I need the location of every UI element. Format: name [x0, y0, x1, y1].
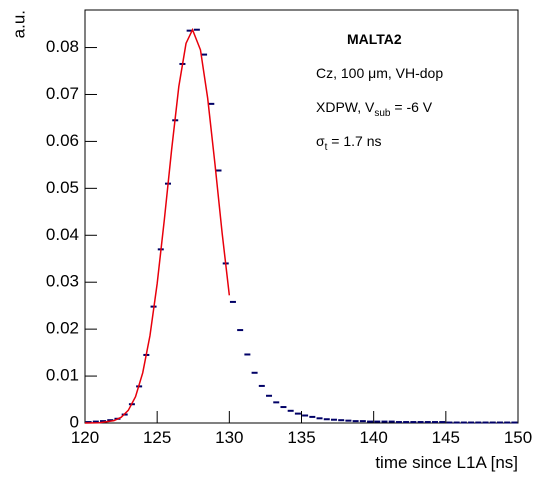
annotation: XDPW, Vsub = -6 V — [316, 99, 433, 119]
x-tick-label: 145 — [432, 428, 460, 447]
annotation: Cz, 100 μm, VH-dop — [316, 65, 443, 81]
annotation: MALTA2 — [347, 31, 402, 47]
x-tick-label: 135 — [287, 428, 315, 447]
x-tick-label: 150 — [504, 428, 532, 447]
annotation-part: MALTA2 — [347, 31, 402, 47]
x-tick-label: 130 — [215, 428, 243, 447]
y-tick-label: 0.05 — [46, 178, 79, 197]
annotation-part: XDPW, V — [316, 99, 375, 115]
annotation-part: = 1.7 ns — [327, 133, 381, 149]
x-tick-label: 125 — [143, 428, 171, 447]
annotation: σt = 1.7 ns — [316, 133, 382, 153]
y-axis-label: a.u. — [9, 10, 28, 38]
annotation-part: t — [325, 142, 328, 153]
y-tick-label: 0.07 — [46, 84, 79, 103]
y-tick-label: 0 — [70, 412, 79, 431]
x-axis-label: time since L1A [ns] — [375, 453, 518, 472]
x-tick-label: 140 — [359, 428, 387, 447]
annotations: MALTA2 Cz, 100 μm, VH-dop XDPW, Vsub = -6 … — [316, 31, 443, 153]
y-tick-label: 0.01 — [46, 366, 79, 385]
y-tick-label: 0.06 — [46, 131, 79, 150]
y-tick-label: 0.02 — [46, 319, 79, 338]
x-tick-label: 120 — [71, 428, 99, 447]
y-tick-label: 0.03 — [46, 272, 79, 291]
fit-curve — [84, 27, 231, 424]
annotation-part: sub — [374, 108, 391, 119]
y-tick-label: 0.08 — [46, 37, 79, 56]
annotation-part: σ — [316, 133, 325, 149]
y-tick-label: 0.04 — [46, 225, 79, 244]
annotation-part: Cz, 100 μm, VH-dop — [316, 65, 443, 81]
plot-frame — [84, 9, 519, 424]
annotation-part: = -6 V — [390, 99, 432, 115]
